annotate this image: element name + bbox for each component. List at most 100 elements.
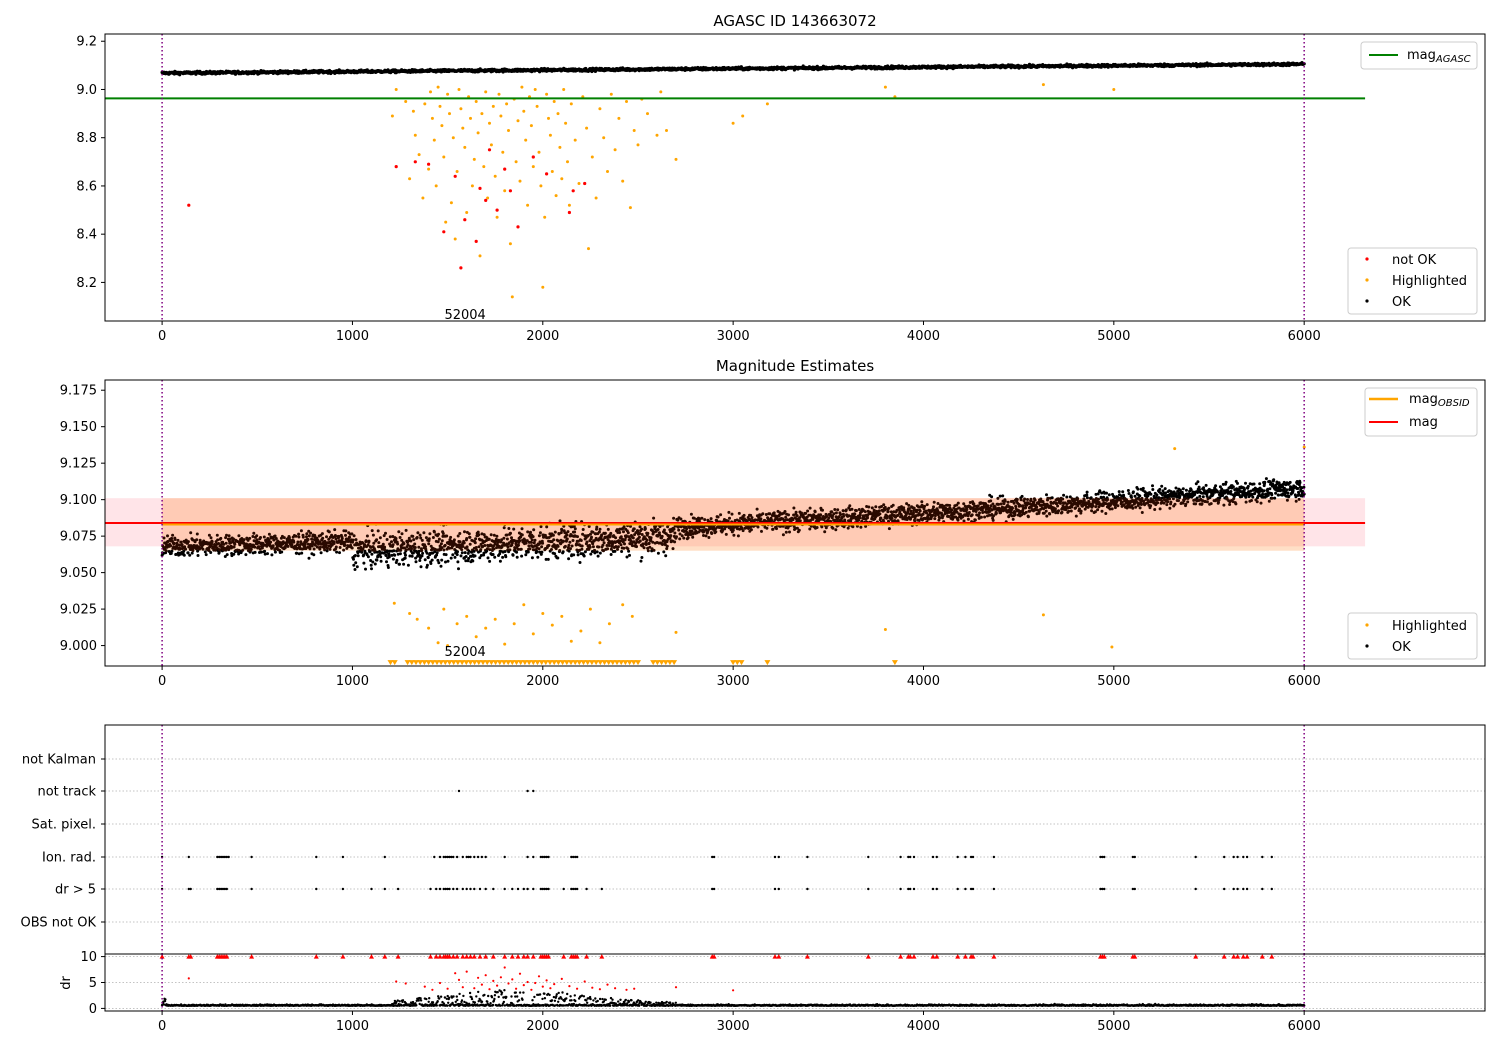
highlighted-point [408, 177, 412, 181]
highlighted-point [463, 145, 467, 149]
ok-point [609, 547, 613, 551]
ok-point [558, 519, 562, 523]
highlighted-point [566, 160, 569, 164]
ok-point [515, 550, 519, 554]
ok-point [443, 543, 447, 547]
ok-point [459, 554, 463, 558]
ok-point [685, 527, 689, 531]
ok-point [784, 530, 788, 534]
ok-point [320, 532, 324, 536]
ok-point [244, 553, 248, 557]
ok-point [210, 540, 214, 544]
ok-point [519, 547, 523, 551]
highlighted-point [427, 167, 431, 171]
ok-point [462, 541, 466, 545]
ok-point [425, 563, 429, 567]
ok-point [381, 542, 385, 546]
ok-point [452, 538, 456, 542]
ok-point [536, 555, 540, 559]
ok-point [170, 549, 174, 553]
ok-point [241, 548, 245, 552]
ok-point [690, 529, 694, 533]
ok-point [709, 517, 713, 521]
not-ok-point [567, 210, 572, 215]
ok-point [463, 551, 467, 555]
ok-point [583, 550, 587, 554]
ok-point [595, 550, 599, 554]
y-tick-label: 8.8 [76, 131, 97, 146]
ok-point [642, 546, 646, 550]
ok-point [266, 552, 269, 556]
ok-point [642, 542, 645, 546]
ok-point [445, 534, 449, 538]
not-ok-point [516, 225, 520, 229]
ok-point [486, 556, 490, 560]
ok-point [707, 536, 711, 539]
highlighted-point [636, 143, 640, 147]
not-ok-point [187, 203, 191, 207]
ok-point [737, 511, 741, 515]
highlighted-point [550, 170, 554, 173]
ok-point [772, 511, 776, 515]
ok-point [436, 540, 440, 544]
ok-point [411, 534, 415, 538]
highlighted-point [510, 295, 514, 299]
x-tick-label: 3000 [717, 329, 750, 344]
ok-point [237, 534, 241, 538]
ok-point [520, 533, 524, 537]
ok-point [162, 536, 166, 540]
ok-point [646, 531, 650, 535]
ok-point [597, 545, 601, 549]
ok-point [590, 535, 593, 539]
highlighted-point [621, 179, 625, 183]
ok-point [498, 559, 502, 563]
ok-point [464, 555, 468, 558]
ok-point [823, 530, 827, 534]
ok-point [689, 512, 693, 516]
ok-point [483, 544, 487, 547]
ok-point [392, 549, 396, 553]
ok-point [232, 545, 236, 549]
highlighted-point [417, 153, 421, 157]
highlighted-point [541, 285, 545, 289]
highlighted-point [390, 114, 394, 118]
ok-point [492, 547, 496, 551]
highlighted-point [539, 184, 543, 188]
ok-point [567, 557, 571, 561]
ok-point [198, 538, 202, 542]
ok-point [393, 553, 397, 557]
ok-point [248, 536, 252, 540]
ok-point [196, 554, 200, 557]
ok-point [385, 538, 389, 541]
ok-point [297, 535, 301, 539]
ok-point [309, 531, 313, 535]
ok-point [238, 543, 242, 547]
highlighted-point [432, 138, 436, 142]
ok-point [451, 553, 455, 557]
ok-point [295, 551, 299, 555]
ok-point [354, 561, 358, 565]
ok-point [787, 513, 790, 517]
ok-point [644, 543, 648, 546]
ok-point [461, 545, 465, 548]
ok-point [376, 529, 380, 533]
ok-point [321, 536, 325, 540]
ok-point [468, 535, 472, 539]
highlighted-point [476, 131, 480, 135]
x-tick-label: 6000 [1288, 329, 1321, 344]
not-ok-point [474, 239, 478, 243]
ok-point [203, 550, 207, 554]
highlighted-point [526, 203, 530, 207]
ok-point [532, 541, 536, 545]
ok-point [506, 545, 510, 549]
ok-point [414, 560, 418, 564]
ok-point [456, 560, 460, 564]
ok-point [435, 551, 439, 555]
ok-point [609, 553, 613, 556]
ok-point [848, 504, 852, 508]
ok-point [640, 533, 644, 536]
ok-point [441, 532, 445, 535]
ok-point [573, 527, 577, 531]
ok-point [529, 540, 533, 544]
ok-point [512, 527, 516, 531]
